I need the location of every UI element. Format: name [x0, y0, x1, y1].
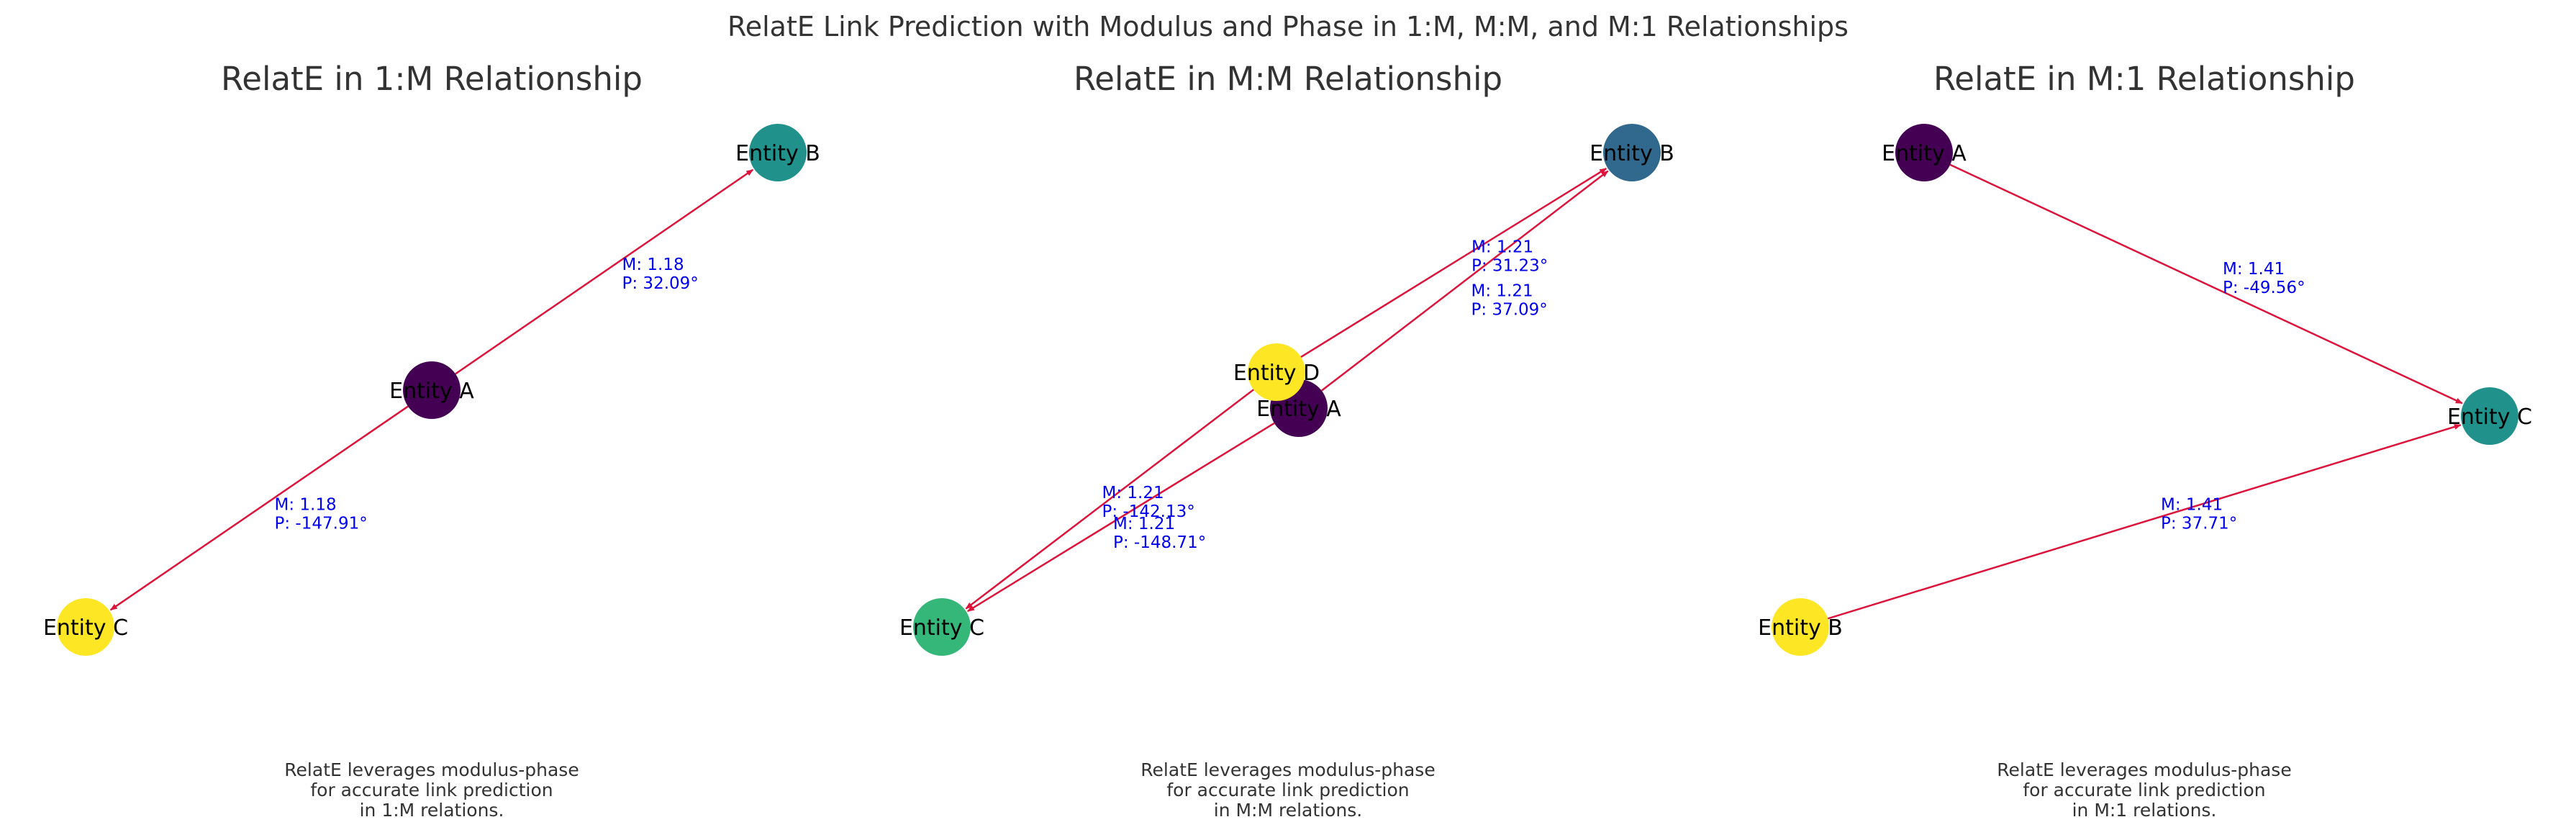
edge-modulus-label: M: 1.41 — [2223, 260, 2285, 279]
graph-node: Entity A — [389, 361, 474, 419]
caption-line: for accurate link prediction — [2023, 780, 2265, 800]
edge-phase-label: P: 37.71° — [2161, 515, 2237, 533]
node-label: Entity A — [1256, 397, 1341, 422]
graph-node: Entity C — [43, 598, 128, 656]
node-label: Entity D — [1233, 361, 1320, 386]
node-label: Entity C — [43, 615, 128, 641]
edge-modulus-label: M: 1.21 — [1471, 282, 1533, 301]
edge-modulus-label: M: 1.21 — [1471, 238, 1533, 257]
node-circle — [403, 361, 461, 419]
edge-phase-label: P: -49.56° — [2223, 279, 2305, 297]
nodes: Entity A Entity B Entity C Entity D — [899, 124, 1674, 656]
edges — [965, 168, 1609, 613]
edge-phase-label: P: 31.23° — [1471, 257, 1548, 276]
edge-modulus-label: M: 1.41 — [2161, 496, 2223, 515]
caption-line: in M:1 relations. — [2072, 800, 2217, 821]
graph-node: Entity C — [899, 598, 984, 656]
graph-node: Entity B — [1589, 124, 1674, 181]
node-circle — [2461, 387, 2518, 445]
edge-arrow — [966, 422, 1275, 613]
node-label: Entity B — [1589, 141, 1674, 166]
graph-node: Entity A — [1882, 124, 1967, 181]
node-circle — [1772, 598, 1829, 656]
caption-line: for accurate link prediction — [310, 780, 553, 800]
edge-arrow — [1949, 163, 2463, 405]
edge-phase-label: P: -142.13° — [1102, 502, 1195, 521]
nodes: Entity A Entity C Entity B — [1758, 124, 2532, 656]
caption-line: RelatE leverages modulus-phase — [1140, 759, 1435, 780]
panel-caption: RelatE leverages modulus-phase for accura… — [284, 759, 579, 821]
panel-title: RelatE in 1:M Relationship — [221, 60, 643, 98]
node-label: Entity B — [1758, 615, 1843, 641]
node-label: Entity B — [735, 141, 820, 166]
caption-line: in 1:M relations. — [360, 800, 504, 821]
nodes: Entity A Entity B Entity C — [43, 124, 820, 656]
node-circle — [1603, 124, 1661, 181]
edges — [109, 168, 754, 611]
edge-modulus-label: M: 1.18 — [622, 256, 684, 274]
caption-line: RelatE leverages modulus-phase — [1997, 759, 2291, 780]
node-circle — [1895, 124, 1953, 181]
node-label: Entity A — [389, 379, 474, 404]
edge-labels: M: 1.21P: 37.09°M: 1.21P: -148.71°M: 1.2… — [1102, 238, 1548, 553]
edge-phase-label: P: -147.91° — [275, 515, 368, 533]
panel-caption: RelatE leverages modulus-phase for accura… — [1140, 759, 1435, 821]
caption-line: RelatE leverages modulus-phase — [284, 759, 579, 780]
edge-phase-label: P: 37.09° — [1471, 301, 1548, 320]
edge-labels: M: 1.41P: -49.56°M: 1.41P: 37.71° — [2161, 260, 2305, 533]
edge-labels: M: 1.18P: 32.09°M: 1.18P: -147.91° — [275, 256, 699, 533]
edge-phase-label: P: 32.09° — [622, 274, 699, 293]
edge-arrow — [1300, 168, 1607, 358]
node-circle — [57, 598, 114, 656]
edge-arrow — [965, 389, 1254, 610]
graph-node: Entity D — [1233, 343, 1320, 401]
edge-modulus-label: M: 1.21 — [1102, 484, 1164, 502]
edge-modulus-label: M: 1.18 — [275, 496, 337, 515]
edge-arrow — [1827, 424, 2462, 620]
graph-node: Entity B — [735, 124, 820, 181]
edges — [1827, 163, 2463, 620]
graph-node: Entity C — [2447, 387, 2532, 445]
node-label: Entity C — [2447, 405, 2532, 430]
node-label: Entity C — [899, 615, 984, 641]
graph-node: Entity B — [1758, 598, 1843, 656]
node-circle — [749, 124, 807, 181]
panel-title: RelatE in M:M Relationship — [1074, 60, 1502, 98]
node-circle — [913, 598, 971, 656]
panel-caption: RelatE leverages modulus-phase for accura… — [1997, 759, 2291, 821]
edge-modulus-label: M: 1.21 — [1113, 515, 1175, 533]
edge-phase-label: P: -148.71° — [1113, 533, 1206, 552]
caption-line: in M:M relations. — [1214, 800, 1362, 821]
panel-title: RelatE in M:1 Relationship — [1933, 60, 2355, 98]
edge-arrow — [1320, 170, 1609, 392]
figure-title: RelatE Link Prediction with Modulus and … — [727, 11, 1849, 42]
edge-arrow — [455, 168, 754, 375]
node-circle — [1248, 343, 1305, 401]
edge-arrow — [109, 405, 409, 611]
caption-line: for accurate link prediction — [1166, 780, 1409, 800]
node-label: Entity A — [1882, 141, 1967, 166]
